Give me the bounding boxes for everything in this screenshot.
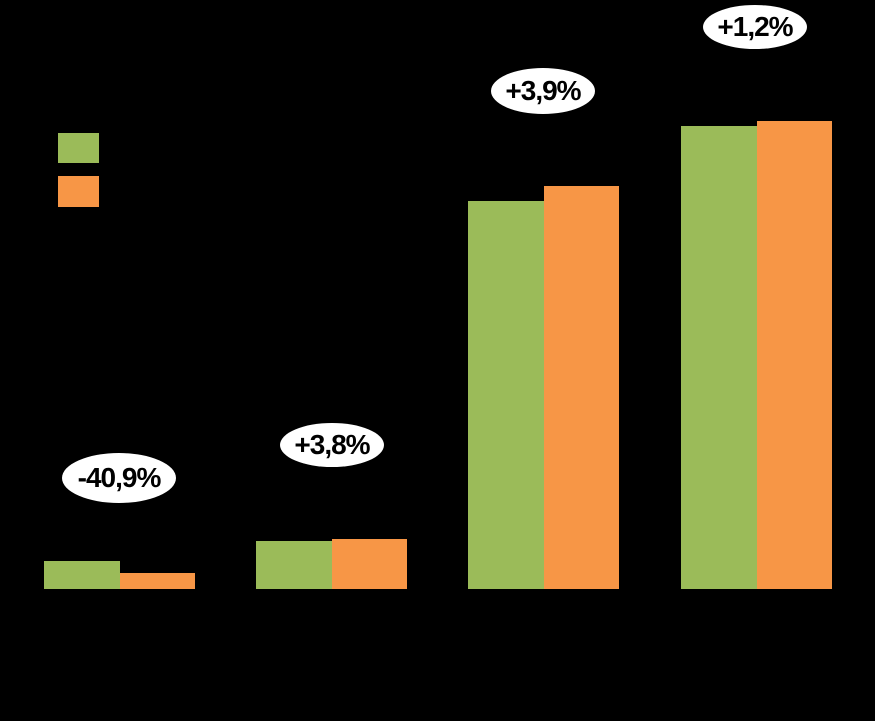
callout-group2: +3,8% xyxy=(280,423,384,467)
callout-group1-label: -40,9% xyxy=(77,462,162,493)
callout-group3-label: +3,9% xyxy=(505,75,581,106)
bar-orange-series-group4 xyxy=(756,121,832,589)
bar-green-series-group3 xyxy=(468,201,544,589)
callout-group4: +1,2% xyxy=(703,5,807,49)
callout-group3: +3,9% xyxy=(491,68,595,114)
bar-green-series-group2 xyxy=(256,541,332,589)
bar-green-series-group1 xyxy=(44,561,120,589)
legend-swatch-green xyxy=(58,133,99,163)
callout-group1: -40,9% xyxy=(62,453,176,503)
callout-group2-label: +3,8% xyxy=(294,429,370,460)
bar-orange-series-group3 xyxy=(543,186,619,589)
bar-orange-series-group2 xyxy=(331,539,407,589)
bar-orange-series-group1 xyxy=(119,573,195,589)
callout-group4-label: +1,2% xyxy=(717,11,793,42)
bar-green-series-group4 xyxy=(681,126,757,589)
legend-swatch-orange xyxy=(58,176,99,207)
